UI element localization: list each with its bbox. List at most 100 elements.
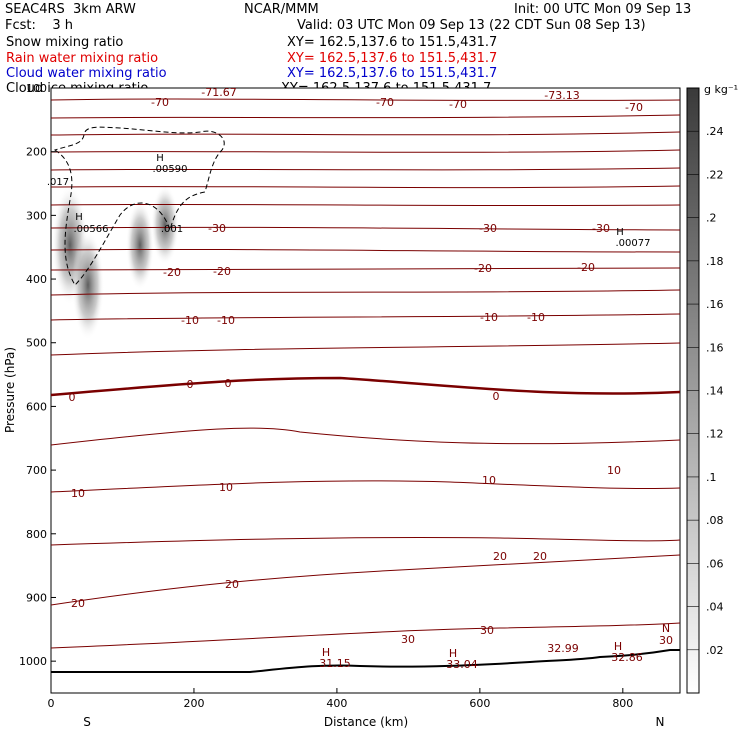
contour-label: -30 [208,222,226,235]
x-axis-right-label: N [656,715,665,729]
model-title: SEAC4RS 3km ARW [5,2,136,17]
cloud-ice-outline [53,126,225,286]
extremum-value: .00566 [74,224,109,235]
extremum-value: .017 [47,177,69,188]
x-tick-label: 600 [469,697,490,710]
y-tick-label: 800 [26,528,47,541]
contour-label: 30 [480,624,494,637]
extremum-label: H [616,227,624,238]
colorbar-tick-label: .16 [706,298,724,311]
plot-frame [50,87,681,694]
contour-label: 10 [607,464,621,477]
terrain-line [51,649,680,673]
colorbar-tick-label: .18 [706,255,724,268]
x-tick-label: 400 [326,697,347,710]
colorbar-tick-label: .22 [706,168,724,181]
contour-label: -73.13 [544,89,579,102]
valid-time: Valid: 03 UTC Mon 09 Sep 13 (22 CDT Sun … [297,18,646,33]
contour-label: -10 [181,314,199,327]
colorbar-tick-label: .1 [706,471,717,484]
contour-line [51,267,680,271]
y-axis-title: Pressure (hPa) [3,347,17,433]
x-axis-left-label: S [83,715,91,729]
colorbar-tick-label: .2 [706,212,717,225]
contour-label: -10 [217,314,235,327]
contour-label: 10 [219,481,233,494]
x-axis-title: Distance (km) [324,715,408,729]
colorbar-tick-label: .24 [706,125,724,138]
extremum-value: .001 [161,224,183,235]
contour-line [51,313,680,321]
contour-line [51,554,680,606]
x-axis-ticks: 0 200 400 600 800 [48,688,633,710]
colorbar-unit: g kg⁻¹ [704,83,738,96]
field-xy-cloudwater: XY= 162.5,137.6 to 151.5,431.7 [287,66,498,81]
snow-shading [52,185,179,340]
cloud-ice-contour [53,126,225,286]
init-time: Init: 00 UTC Mon 09 Sep 13 [514,2,692,17]
contour-labels: -70 -70 -70 -70 -30 -30 -30 -20 -20 -20 … [69,86,674,647]
contour-label: 10 [482,474,496,487]
extremum-value: 33.04 [446,658,478,671]
extremum-label: H [75,212,83,223]
contour-label: 0 [187,378,194,391]
contour-label: 0 [225,377,232,390]
extremum-label: N [662,622,670,635]
contour-label: 20 [533,550,547,563]
field-name-rain: Rain water mixing ratio [6,51,159,66]
contour-line [51,185,680,189]
contour-label: -20 [213,265,231,278]
extremum-label: H [322,646,330,659]
field-name-snow: Snow mixing ratio [6,35,124,50]
contour-line [51,131,680,136]
snow-blob-2 [72,230,104,340]
y-tick-label: 200 [26,146,47,159]
y-tick-label: 400 [26,273,47,286]
extremum-value: 32.86 [611,651,643,664]
snow-blob-3 [126,200,154,290]
field-xy-rain: XY= 162.5,137.6 to 151.5,431.7 [287,51,498,66]
contour-line [51,248,680,253]
contour-line [51,114,680,119]
colorbar-tick-label: .08 [706,514,724,527]
contour-line [51,149,680,153]
contour-label: -70 [625,101,643,114]
contour-line [51,622,680,649]
colorbar-tick-label: .06 [706,557,724,570]
y-tick-label: 1000 [19,655,47,668]
contour-line [51,536,680,546]
contour-label: -70 [376,96,394,109]
contour-label: 20 [71,597,85,610]
contour-label: -71.67 [201,86,236,99]
contour-label: 20 [225,578,239,591]
y-tick-label: 900 [26,591,47,604]
contour-label: -70 [151,96,169,109]
contour-label: 30 [659,634,673,647]
field-name-cloudwater: Cloud water mixing ratio [6,66,167,81]
extremum-value: .00590 [153,164,188,175]
colorbar-ticks: .02 .04 .06 .08 .1 .12 .14 .16 .16 .18 .2 .22 .24 [687,125,724,657]
colorbar-tick-label: .16 [706,341,724,354]
contour-label: -20 [474,262,492,275]
y-tick-label: 100 [26,82,47,95]
extremum-value: 31.15 [319,657,351,670]
x-tick-label: 200 [183,697,204,710]
y-tick-label: 300 [26,209,47,222]
center-name: NCAR/MMM [244,2,319,17]
colorbar-tick-label: .02 [706,644,724,657]
x-tick-label: 0 [48,697,55,710]
field-xy-snow: XY= 162.5,137.6 to 151.5,431.7 [287,35,498,50]
colorbar-tick-label: .14 [706,385,724,398]
contour-label: 10 [71,487,85,500]
contour-line [51,203,680,207]
x-tick-label: 800 [612,697,633,710]
contour-label: -20 [577,261,595,274]
contour-line [51,376,680,397]
contour-label: -10 [527,311,545,324]
contour-label: 30 [401,633,415,646]
contour-line [51,289,680,296]
extremum-label: H [449,647,457,660]
contour-label: 0 [69,391,76,404]
colorbar-tick-label: .12 [706,428,724,441]
